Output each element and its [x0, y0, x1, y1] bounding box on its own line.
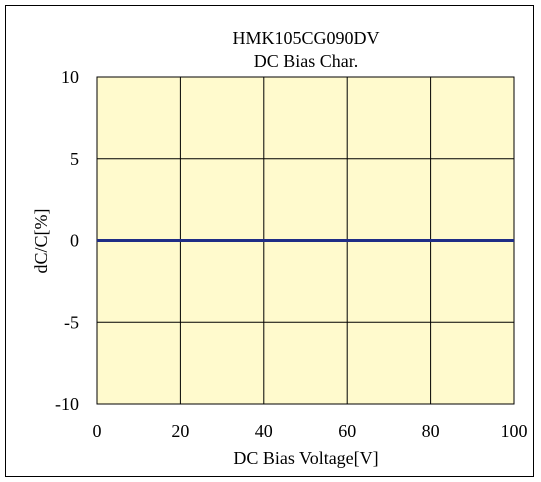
y-tick-label: 0: [70, 231, 79, 251]
x-tick-label: 20: [171, 421, 189, 441]
y-axis-label: dC/C[%]: [31, 209, 51, 274]
x-tick-label: 60: [338, 421, 356, 441]
x-tick-label: 80: [422, 421, 440, 441]
y-tick-labels: 10 5 0 -5 -10: [55, 67, 79, 414]
y-tick-label: -5: [64, 312, 79, 332]
chart-subtitle: DC Bias Char.: [254, 51, 359, 71]
x-tick-label: 40: [255, 421, 273, 441]
chart-title: HMK105CG090DV: [232, 28, 379, 48]
y-tick-label: 5: [70, 149, 79, 169]
y-tick-label: -10: [55, 394, 79, 414]
y-tick-label: 10: [61, 67, 79, 87]
x-axis-label: DC Bias Voltage[V]: [233, 448, 378, 468]
x-tick-labels: 0 20 40 60 80 100: [93, 421, 528, 441]
x-tick-label: 100: [501, 421, 528, 441]
x-tick-label: 0: [93, 421, 102, 441]
